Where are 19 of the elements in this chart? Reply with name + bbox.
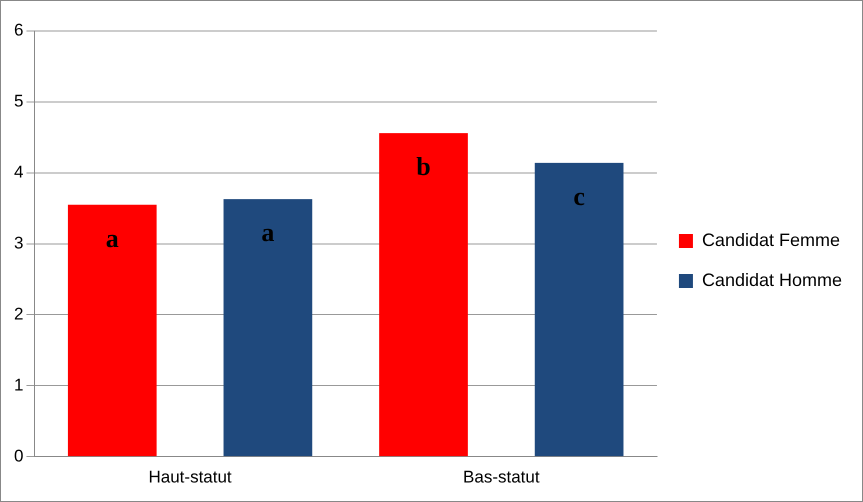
y-tick-label: 1 (14, 375, 24, 394)
y-tick-label: 2 (14, 304, 24, 324)
y-tick-label: 6 (14, 20, 24, 40)
y-tick-label: 4 (14, 162, 24, 182)
y-tick-label: 0 (14, 446, 24, 466)
annotation: b (416, 152, 431, 182)
x-tick-label: Haut-statut (148, 467, 232, 486)
y-tick-label: 5 (14, 92, 24, 111)
annotation: a (106, 224, 119, 253)
legend-label: Candidat Femme (702, 230, 840, 250)
annotation: a (261, 218, 274, 248)
bar (534, 162, 624, 456)
bar (224, 199, 312, 456)
y-tick-label: 3 (14, 233, 24, 252)
legend-label: Candidat Homme (702, 270, 842, 290)
bar (68, 204, 157, 456)
annotation: c (573, 182, 585, 211)
x-tick-label: Bas-statut (463, 467, 540, 486)
bar (379, 133, 468, 456)
